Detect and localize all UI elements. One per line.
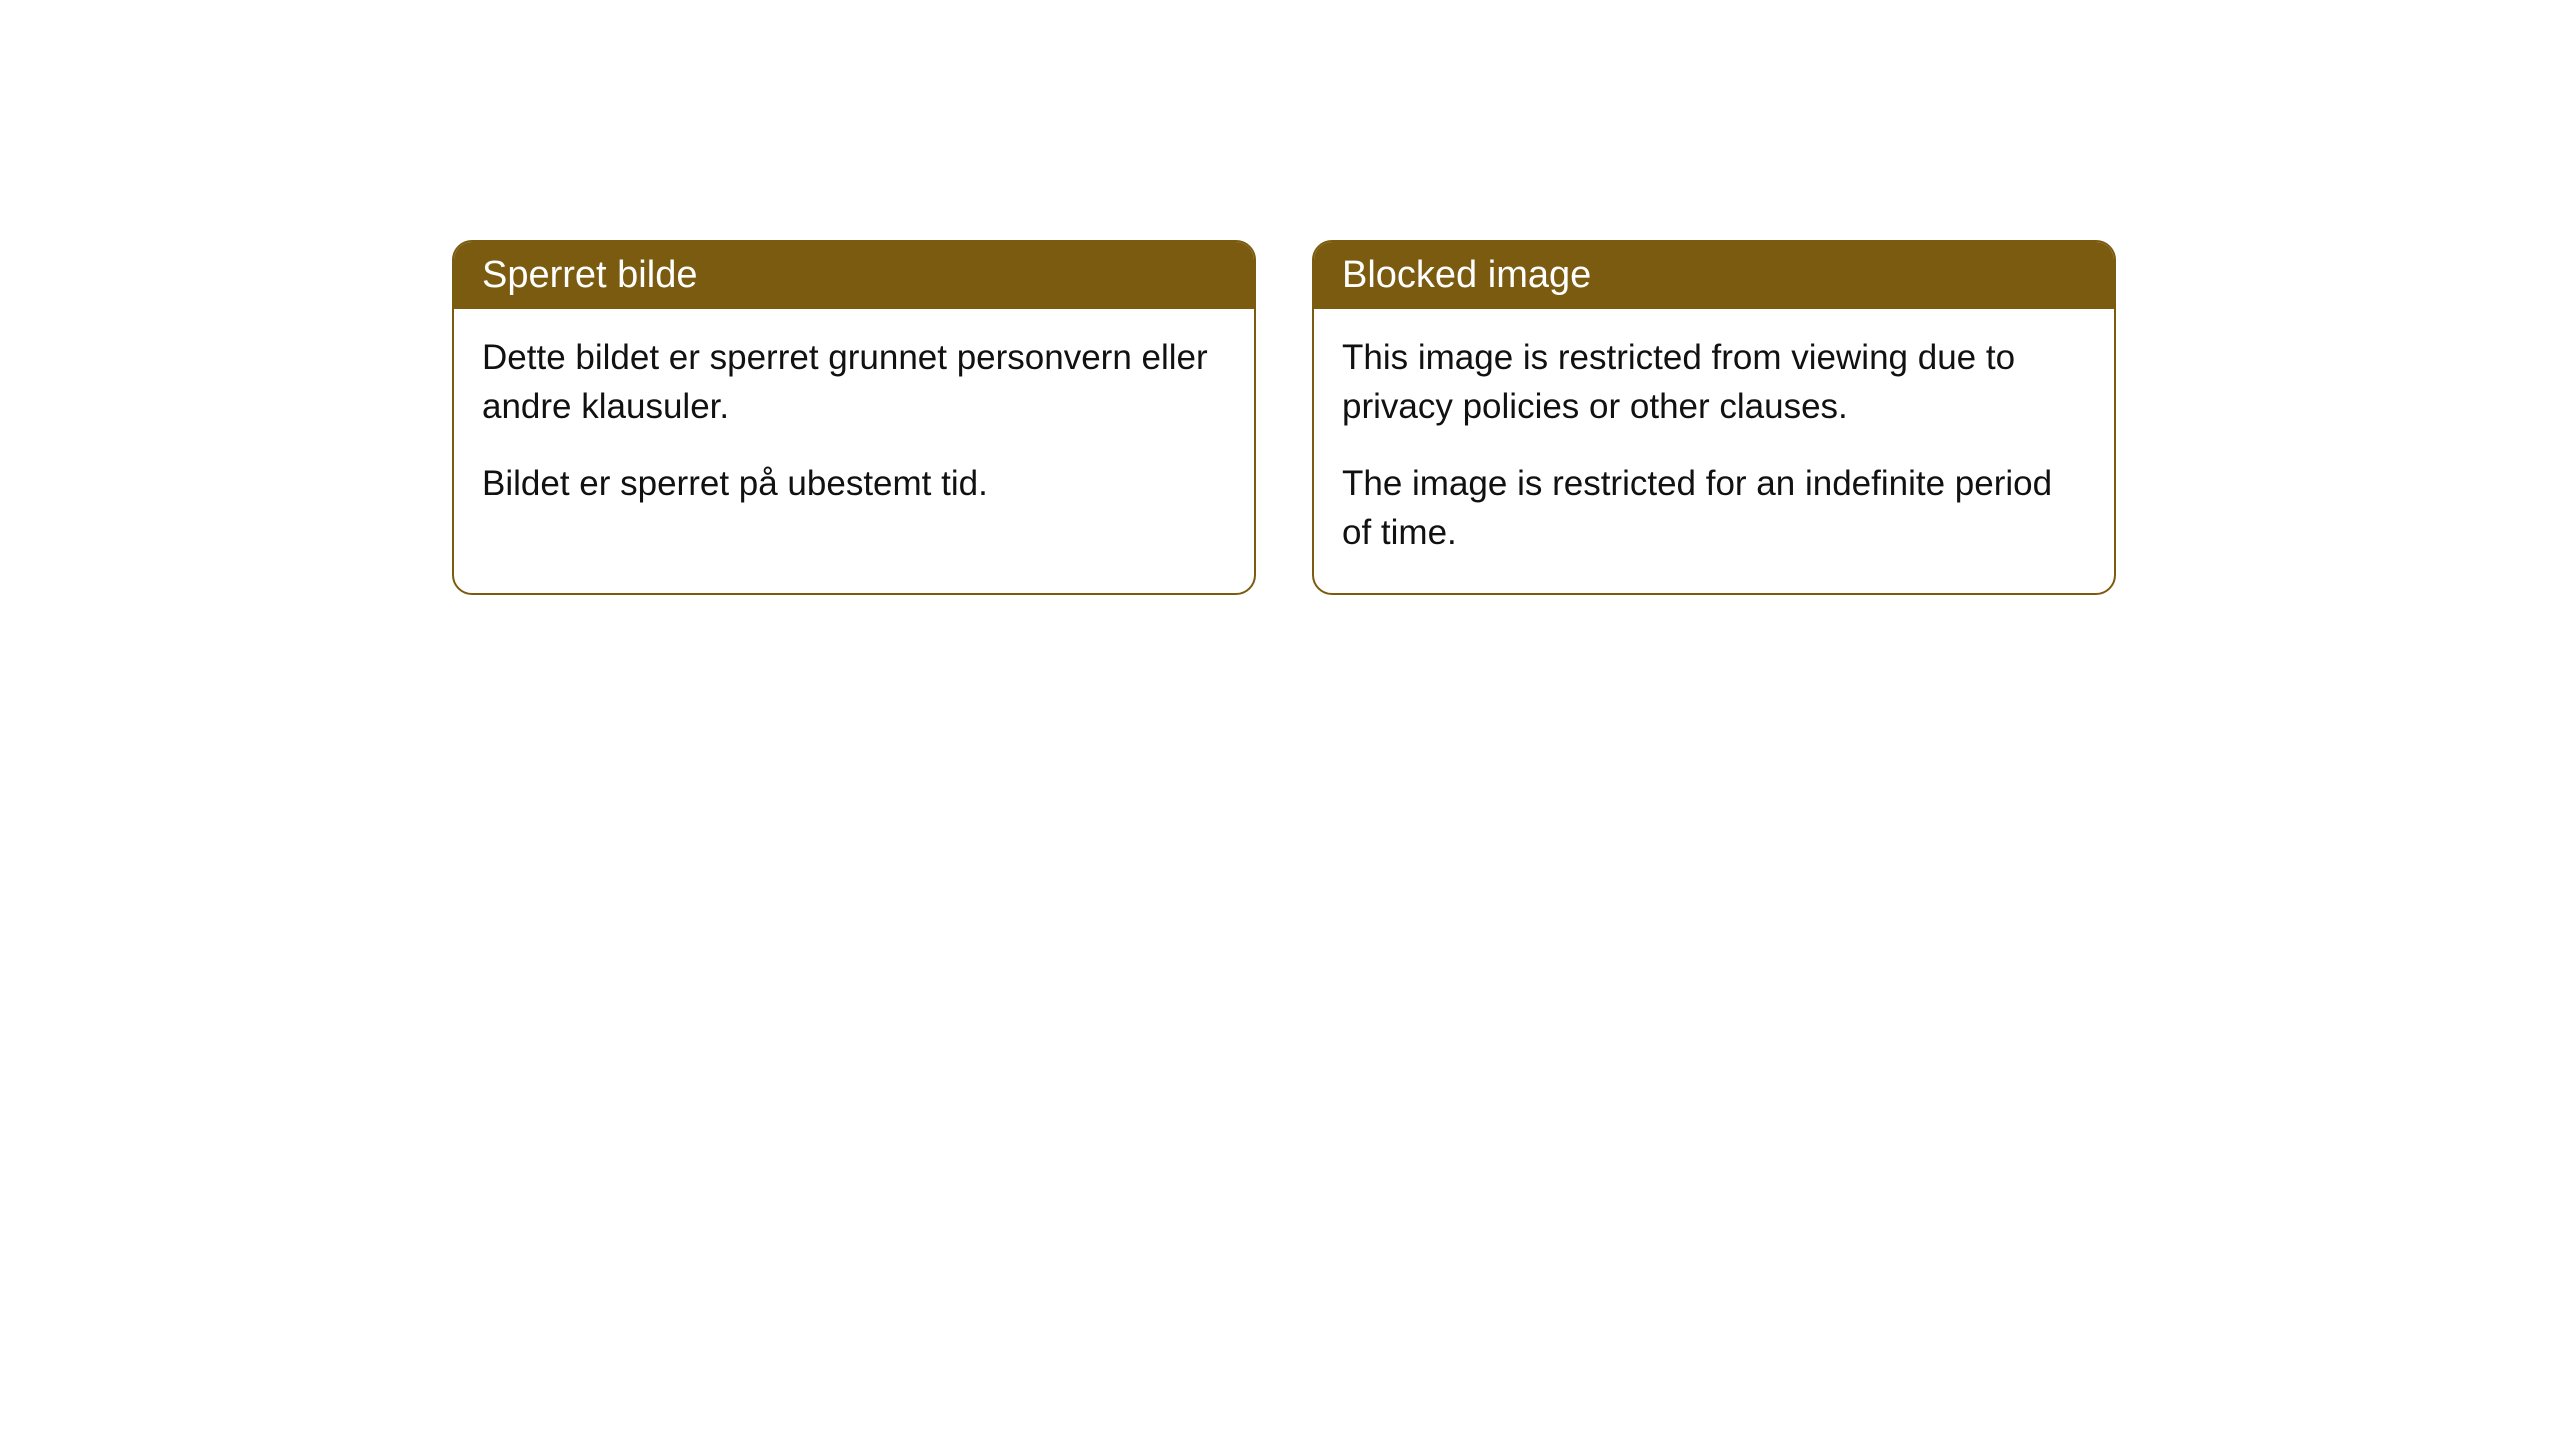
card-paragraph: Dette bildet er sperret grunnet personve… bbox=[482, 333, 1226, 431]
card-body: This image is restricted from viewing du… bbox=[1314, 309, 2114, 593]
notice-cards-container: Sperret bilde Dette bildet er sperret gr… bbox=[452, 240, 2560, 595]
card-title: Sperret bilde bbox=[482, 254, 697, 296]
card-paragraph: Bildet er sperret på ubestemt tid. bbox=[482, 459, 1226, 508]
notice-card-norwegian: Sperret bilde Dette bildet er sperret gr… bbox=[452, 240, 1256, 595]
card-body: Dette bildet er sperret grunnet personve… bbox=[454, 309, 1254, 544]
card-header: Blocked image bbox=[1314, 242, 2114, 309]
card-title: Blocked image bbox=[1342, 254, 1591, 296]
card-header: Sperret bilde bbox=[454, 242, 1254, 309]
notice-card-english: Blocked image This image is restricted f… bbox=[1312, 240, 2116, 595]
card-paragraph: This image is restricted from viewing du… bbox=[1342, 333, 2086, 431]
card-paragraph: The image is restricted for an indefinit… bbox=[1342, 459, 2086, 557]
